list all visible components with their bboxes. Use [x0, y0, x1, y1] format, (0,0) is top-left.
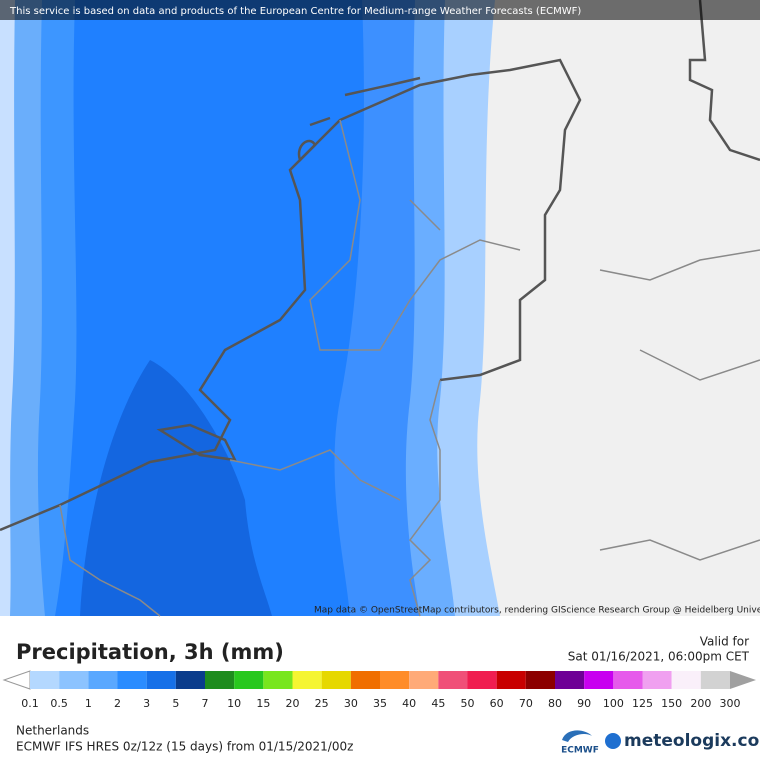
- meteologix-icon: [605, 733, 621, 749]
- scale-label: 50: [461, 697, 475, 710]
- scale-box: [175, 671, 205, 689]
- scale-box: [234, 671, 264, 689]
- scale-box: [292, 671, 322, 689]
- legend-title: Precipitation, 3h (mm): [16, 640, 284, 664]
- map: Map data © OpenStreetMap contributors, r…: [0, 0, 760, 617]
- scale-label: 25: [315, 697, 329, 710]
- scale-box: [496, 671, 526, 689]
- scale-box: [30, 671, 60, 689]
- scale-label: 15: [256, 697, 270, 710]
- scale-label: 3: [143, 697, 150, 710]
- scale-label: 0.1: [21, 697, 39, 710]
- scale-box: [438, 671, 468, 689]
- scale-box: [613, 671, 643, 689]
- notice-bar: [0, 0, 760, 20]
- scale-box: [525, 671, 555, 689]
- scale-box: [146, 671, 176, 689]
- precip-band: [0, 0, 15, 616]
- valid-label: Valid for: [700, 635, 749, 649]
- valid-time: Sat 01/16/2021, 06:00pm CET: [568, 650, 750, 664]
- model-info: ECMWF IFS HRES 0z/12z (15 days) from 01/…: [16, 740, 353, 754]
- notice: This service is based on data and produc…: [9, 6, 581, 17]
- scale-box: [117, 671, 147, 689]
- scale-box: [555, 671, 585, 689]
- map-attribution: Map data © OpenStreetMap contributors, r…: [314, 606, 760, 616]
- ecmwf-logo: ECMWF: [561, 746, 599, 756]
- scale-label: 100: [603, 697, 624, 710]
- scale-box: [584, 671, 614, 689]
- scale-box: [205, 671, 235, 689]
- color-scale: 0.1 0.5 1 2 3 5 7 10 15 20 25 30 35 40 45 50 60 70 80 90 100…: [2, 670, 756, 710]
- scale-box: [59, 671, 89, 689]
- scale-label: 150: [661, 697, 682, 710]
- scale-label: 7: [202, 697, 209, 710]
- precip-band: [0, 0, 364, 616]
- scale-label: 80: [548, 697, 562, 710]
- scale-label: 300: [720, 697, 741, 710]
- ecmwf-logo-mark: [562, 730, 592, 742]
- scale-box: [467, 671, 497, 689]
- scale-label: 40: [402, 697, 416, 710]
- borders: [59, 119, 760, 617]
- scale-label: 30: [344, 697, 358, 710]
- scale-under: [2, 670, 31, 690]
- scale-over: [730, 671, 756, 689]
- coastline: [0, 0, 760, 532]
- region: Netherlands: [16, 724, 89, 738]
- scale-label: 2: [114, 697, 121, 710]
- scale-label: 70: [519, 697, 533, 710]
- scale-label: 35: [373, 697, 387, 710]
- precip-core: [80, 360, 272, 616]
- scale-box: [263, 671, 293, 689]
- scale-label: 10: [227, 697, 241, 710]
- scale-label: 125: [632, 697, 653, 710]
- scale-box: [88, 671, 118, 689]
- scale-label: 0.5: [50, 697, 68, 710]
- scale-label: 200: [690, 697, 711, 710]
- meteologix-logo: meteologix.com: [624, 731, 760, 751]
- scale-label: 1: [85, 697, 92, 710]
- scale-box: [671, 671, 701, 689]
- scale-box: [642, 671, 672, 689]
- scale-box: [350, 671, 380, 689]
- scale-label: 90: [577, 697, 591, 710]
- scale-label: 20: [286, 697, 300, 710]
- scale-label: 5: [172, 697, 179, 710]
- scale-box: [409, 671, 439, 689]
- scale-label: 60: [490, 697, 504, 710]
- scale-label: 45: [431, 697, 445, 710]
- scale-box: [380, 671, 410, 689]
- scale-box: [700, 671, 730, 689]
- scale-box: [321, 671, 351, 689]
